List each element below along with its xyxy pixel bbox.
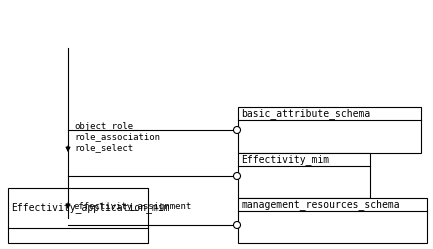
- Text: Effectivity_mim: Effectivity_mim: [241, 154, 329, 165]
- Circle shape: [233, 126, 240, 133]
- Bar: [8, 188, 148, 243]
- Text: object_role
role_association
role_select: object_role role_association role_select: [74, 122, 160, 152]
- Bar: [238, 153, 370, 198]
- Bar: [238, 198, 427, 243]
- Text: effectivity_assignment: effectivity_assignment: [74, 202, 192, 211]
- Text: Effectivity_application_mim: Effectivity_application_mim: [11, 202, 170, 213]
- Circle shape: [233, 173, 240, 180]
- Circle shape: [233, 222, 240, 229]
- Bar: [238, 107, 421, 153]
- Text: basic_attribute_schema: basic_attribute_schema: [241, 108, 370, 119]
- Text: management_resources_schema: management_resources_schema: [241, 199, 400, 210]
